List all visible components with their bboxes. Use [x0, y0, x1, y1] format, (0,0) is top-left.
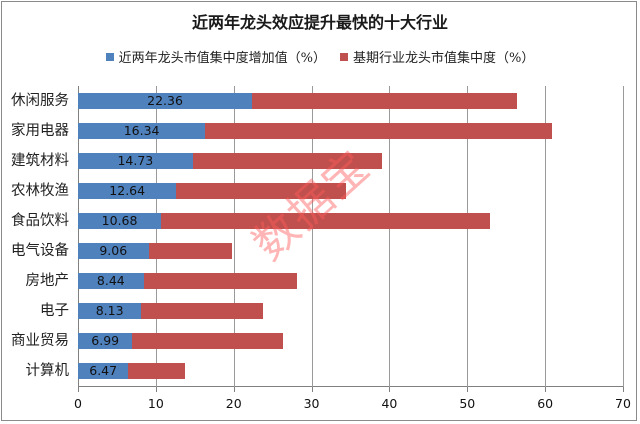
x-tick: [155, 387, 157, 392]
x-tick-label: 70: [615, 396, 631, 411]
legend-item-increase: 近两年龙头市值集中度增加值（%）: [105, 47, 326, 66]
bar-base: [176, 183, 347, 199]
bar-increase: [78, 153, 193, 169]
category-label: 家用电器: [11, 123, 69, 139]
x-tick: [545, 387, 547, 392]
bar-increase: [78, 363, 129, 379]
gridline: [623, 86, 624, 387]
bar-base: [192, 153, 382, 169]
x-tick: [623, 387, 624, 392]
bar-increase: [78, 213, 162, 229]
bar-base: [205, 123, 552, 139]
bar-increase: [78, 273, 144, 289]
gridline: [155, 86, 157, 387]
category-label: 电子: [40, 303, 69, 319]
category-label: 计算机: [25, 363, 70, 379]
category-label: 农林牧渔: [11, 183, 69, 199]
legend-label-increase: 近两年龙头市值集中度增加值（%）: [118, 51, 326, 66]
x-tick: [467, 387, 469, 392]
bar-base: [143, 273, 298, 289]
bar-data-label: 16.34: [123, 123, 160, 138]
bar-base: [141, 303, 263, 319]
x-tick-label: 0: [74, 396, 82, 411]
x-tick-label: 10: [147, 396, 164, 411]
x-tick-label: 40: [381, 396, 398, 411]
bar-data-label: 9.06: [99, 243, 128, 258]
x-tick-label: 20: [225, 396, 242, 411]
gridline: [389, 86, 391, 387]
category-label: 商业贸易: [11, 333, 69, 349]
bar-increase: [78, 93, 253, 109]
category-label: 建筑材料: [11, 153, 69, 169]
legend-item-base: 基期行业龙头市值集中度（%）: [340, 47, 534, 66]
bar-increase: [78, 333, 133, 349]
bar-base: [252, 93, 517, 109]
legend: 近两年龙头市值集中度增加值（%） 基期行业龙头市值集中度（%）: [0, 47, 640, 66]
chart-title: 近两年龙头效应提升最快的十大行业: [191, 13, 448, 32]
category-label: 食品饮料: [11, 213, 69, 229]
bar-base: [148, 243, 232, 259]
x-tick: [78, 387, 79, 392]
x-tick: [233, 387, 235, 392]
x-tick-label: 60: [537, 396, 554, 411]
bar-data-label: 6.47: [89, 363, 118, 378]
category-label: 休闲服务: [11, 93, 69, 109]
gridline: [233, 86, 235, 387]
bar-data-label: 12.64: [109, 183, 146, 198]
x-tick-label: 30: [303, 396, 320, 411]
gridline: [545, 86, 547, 387]
bar-data-label: 22.36: [147, 93, 183, 108]
bar-increase: [78, 303, 142, 319]
legend-label-base: 基期行业龙头市值集中度（%）: [353, 51, 535, 66]
bar-data-label: 10.68: [101, 213, 138, 228]
x-tick: [311, 387, 313, 392]
gridline: [467, 86, 469, 387]
y-axis: [78, 86, 79, 387]
bar-data-label: 8.44: [96, 273, 125, 288]
bar-increase: [78, 183, 177, 199]
bar-increase: [78, 243, 149, 259]
bar-base: [132, 333, 283, 349]
bar-base: [128, 363, 186, 379]
bar-increase: [78, 123, 206, 139]
bar-base: [161, 213, 491, 229]
category-label: 电气设备: [11, 243, 69, 259]
plot-area: 0 10 20 30 40 50 60 70 22.36 16.34 14.73 12.64 10.68…: [74, 86, 631, 411]
legend-swatch-red: [340, 52, 348, 61]
bar-data-label: 14.73: [117, 153, 154, 168]
x-tick-label: 50: [459, 396, 476, 411]
category-label: 房地产: [25, 273, 70, 289]
x-axis: [78, 386, 623, 387]
x-tick: [389, 387, 391, 392]
gridline: [311, 86, 313, 387]
bar-data-label: 8.13: [95, 303, 124, 318]
bar-data-label: 6.99: [91, 333, 120, 348]
legend-swatch-blue: [105, 52, 114, 61]
